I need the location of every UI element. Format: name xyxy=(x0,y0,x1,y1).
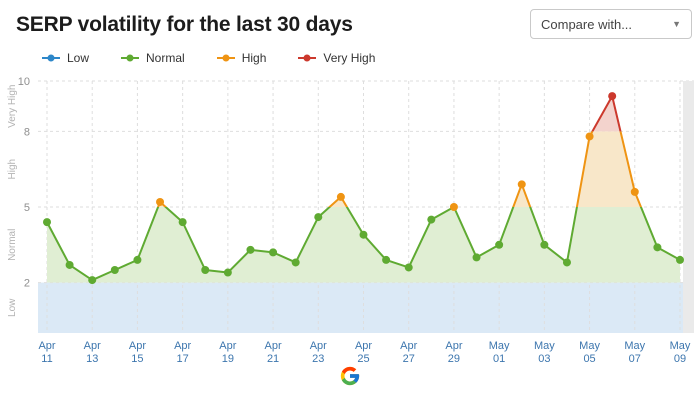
data-point[interactable] xyxy=(359,230,368,239)
y-tick-label: 2 xyxy=(24,278,30,290)
future-zone xyxy=(683,81,694,333)
google-icon xyxy=(340,366,360,386)
data-point[interactable] xyxy=(427,215,436,224)
x-tick-label[interactable]: May 09 xyxy=(670,340,691,365)
band-axis-label: Low xyxy=(7,298,18,317)
x-tick-label[interactable]: May 05 xyxy=(579,340,600,365)
data-point[interactable] xyxy=(43,218,51,227)
x-tick-label[interactable]: May 01 xyxy=(489,340,510,365)
low-band xyxy=(38,282,694,333)
x-tick-label[interactable]: Apr 23 xyxy=(310,340,327,365)
data-point[interactable] xyxy=(110,266,119,274)
volatility-chart-svg: 2 5 8 10 Low Normal High Very High Apr 11 Apr 13 Apr… xyxy=(7,76,694,365)
data-point[interactable] xyxy=(314,213,323,222)
x-tick-label[interactable]: Apr 25 xyxy=(355,340,372,365)
legend-label: Normal xyxy=(146,51,185,65)
legend-label: High xyxy=(241,51,267,65)
data-point[interactable] xyxy=(88,276,97,285)
data-point[interactable] xyxy=(336,192,345,201)
legend-marker-icon xyxy=(298,54,317,62)
legend-item-very-high[interactable]: Very High xyxy=(298,51,375,65)
data-point[interactable] xyxy=(201,266,210,274)
area-fill-normal xyxy=(47,207,680,283)
band-axis-label: High xyxy=(7,159,18,180)
data-point[interactable] xyxy=(382,255,391,264)
legend-marker-icon xyxy=(42,54,60,62)
data-point[interactable] xyxy=(133,255,142,264)
legend-label: Low xyxy=(67,51,90,65)
data-point[interactable] xyxy=(404,263,413,272)
data-point[interactable] xyxy=(608,92,617,101)
chart-header: SERP volatility for the last 30 days Com… xyxy=(0,0,700,39)
chevron-down-icon: ▼ xyxy=(672,18,681,29)
data-point[interactable] xyxy=(585,132,594,141)
data-point[interactable] xyxy=(269,248,278,257)
legend-item-low[interactable]: Low xyxy=(42,51,89,65)
x-tick-label[interactable]: Apr 15 xyxy=(129,340,146,365)
band-axis-label: Very High xyxy=(7,85,18,128)
compare-with-dropdown[interactable]: Compare with... ▼ xyxy=(530,9,692,39)
x-tick-label[interactable]: Apr 13 xyxy=(84,340,101,365)
data-point[interactable] xyxy=(223,268,232,277)
y-tick-label: 5 xyxy=(24,202,30,214)
data-point[interactable] xyxy=(676,255,684,264)
data-point[interactable] xyxy=(449,203,458,211)
data-point[interactable] xyxy=(178,218,187,227)
data-point[interactable] xyxy=(65,260,74,269)
volatility-chart: 2 5 8 10 Low Normal High Very High Apr 11 Apr 13 Apr… xyxy=(0,69,700,369)
x-tick-label[interactable]: May 07 xyxy=(624,340,645,365)
data-point[interactable] xyxy=(246,245,255,254)
data-point[interactable] xyxy=(495,240,504,249)
x-tick-label[interactable]: Apr 21 xyxy=(265,340,282,365)
x-tick-label[interactable]: Apr 11 xyxy=(38,340,55,365)
compare-with-label: Compare with... xyxy=(541,16,633,32)
y-tick-label: 8 xyxy=(24,126,30,138)
page-title: SERP volatility for the last 30 days xyxy=(16,13,353,36)
data-point[interactable] xyxy=(291,258,300,267)
data-point[interactable] xyxy=(156,197,165,206)
band-axis-label: Normal xyxy=(7,229,18,261)
legend-label: Very High xyxy=(323,51,376,65)
data-point[interactable] xyxy=(630,187,639,196)
x-tick-label[interactable]: May 03 xyxy=(534,340,555,365)
data-point[interactable] xyxy=(472,253,481,262)
legend: Low Normal High Very High xyxy=(42,49,700,67)
data-point[interactable] xyxy=(653,243,662,252)
legend-item-normal[interactable]: Normal xyxy=(121,51,185,65)
x-tick-label[interactable]: Apr 29 xyxy=(445,340,462,365)
x-tick-label[interactable]: Apr 17 xyxy=(174,340,191,365)
legend-marker-icon xyxy=(121,54,140,62)
data-point[interactable] xyxy=(517,180,526,189)
x-tick-label[interactable]: Apr 19 xyxy=(219,340,236,365)
data-point[interactable] xyxy=(562,258,571,267)
data-point[interactable] xyxy=(540,240,549,249)
x-tick-label[interactable]: Apr 27 xyxy=(400,340,417,365)
legend-item-high[interactable]: High xyxy=(216,51,267,65)
legend-marker-icon xyxy=(216,54,235,62)
chart-footer xyxy=(0,365,700,387)
y-tick-label: 10 xyxy=(18,76,30,88)
